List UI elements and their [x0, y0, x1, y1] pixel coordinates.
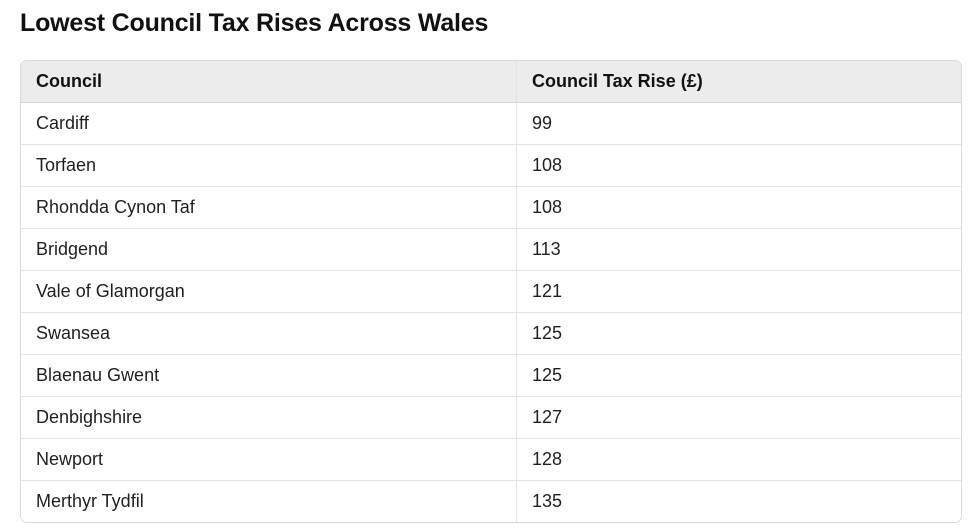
table-row: Vale of Glamorgan 121: [21, 270, 961, 313]
column-header-tax-rise: Council Tax Rise (£): [516, 61, 961, 103]
table-body: Cardiff 99 Torfaen 108 Rhondda Cynon Taf…: [21, 102, 961, 522]
table-row: Merthyr Tydfil 135: [21, 480, 961, 522]
council-name-cell: Swansea: [21, 312, 517, 355]
tax-rise-cell: 135: [516, 480, 961, 522]
tax-rise-cell: 121: [516, 270, 961, 313]
council-name-cell: Blaenau Gwent: [21, 354, 517, 397]
table-row: Rhondda Cynon Taf 108: [21, 186, 961, 229]
tax-rise-cell: 128: [516, 438, 961, 481]
table-row: Swansea 125: [21, 312, 961, 355]
tax-rise-cell: 127: [516, 396, 961, 439]
tax-rise-cell: 125: [516, 354, 961, 397]
council-name-cell: Rhondda Cynon Taf: [21, 186, 517, 229]
council-name-cell: Bridgend: [21, 228, 517, 271]
council-tax-table: Council Council Tax Rise (£) Cardiff 99 …: [21, 61, 961, 522]
table-row: Blaenau Gwent 125: [21, 354, 961, 397]
tax-rise-cell: 99: [516, 102, 961, 145]
council-name-cell: Newport: [21, 438, 517, 481]
council-name-cell: Denbighshire: [21, 396, 517, 439]
council-tax-table-container: Council Council Tax Rise (£) Cardiff 99 …: [20, 60, 962, 523]
council-name-cell: Cardiff: [21, 102, 517, 145]
table-row: Newport 128: [21, 438, 961, 481]
column-header-council: Council: [21, 61, 517, 103]
council-name-cell: Merthyr Tydfil: [21, 480, 517, 522]
table-row: Bridgend 113: [21, 228, 961, 271]
page-title: Lowest Council Tax Rises Across Wales: [20, 9, 489, 37]
council-name-cell: Vale of Glamorgan: [21, 270, 517, 313]
council-name-cell: Torfaen: [21, 144, 517, 187]
table-row: Denbighshire 127: [21, 396, 961, 439]
tax-rise-cell: 108: [516, 186, 961, 229]
table-row: Torfaen 108: [21, 144, 961, 187]
header-row: Council Council Tax Rise (£): [21, 61, 961, 103]
tax-rise-cell: 108: [516, 144, 961, 187]
table-header: Council Council Tax Rise (£): [21, 61, 961, 103]
tax-rise-cell: 125: [516, 312, 961, 355]
tax-rise-cell: 113: [516, 228, 961, 271]
table-row: Cardiff 99: [21, 102, 961, 145]
